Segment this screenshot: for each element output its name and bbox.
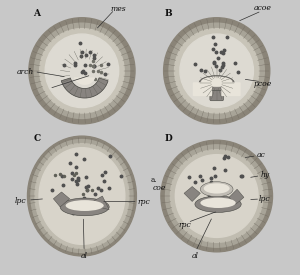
- Ellipse shape: [195, 196, 241, 212]
- Polygon shape: [229, 189, 244, 204]
- Ellipse shape: [60, 198, 109, 216]
- Polygon shape: [74, 78, 95, 85]
- Text: rpc: rpc: [138, 198, 150, 206]
- Circle shape: [161, 140, 272, 252]
- Ellipse shape: [28, 136, 136, 256]
- Ellipse shape: [199, 76, 234, 90]
- Text: C: C: [34, 134, 40, 143]
- Text: al: al: [81, 252, 88, 260]
- Circle shape: [34, 23, 130, 119]
- Text: A: A: [34, 9, 40, 18]
- Text: B: B: [165, 9, 172, 18]
- Text: acoe: acoe: [254, 4, 272, 12]
- Circle shape: [170, 150, 263, 242]
- FancyBboxPatch shape: [221, 82, 241, 96]
- Ellipse shape: [200, 182, 233, 197]
- Ellipse shape: [31, 139, 133, 252]
- Text: D: D: [165, 134, 172, 143]
- Polygon shape: [184, 186, 200, 202]
- Circle shape: [180, 34, 254, 108]
- Polygon shape: [53, 192, 70, 207]
- Text: rpc: rpc: [178, 221, 191, 229]
- Ellipse shape: [66, 200, 104, 211]
- Ellipse shape: [200, 198, 236, 208]
- Circle shape: [175, 29, 259, 113]
- Text: lpc: lpc: [15, 197, 26, 205]
- Text: mes: mes: [111, 5, 127, 13]
- FancyBboxPatch shape: [210, 82, 224, 101]
- Text: lpc: lpc: [259, 195, 270, 203]
- Circle shape: [164, 18, 270, 124]
- Circle shape: [166, 145, 268, 247]
- Polygon shape: [61, 78, 108, 98]
- Ellipse shape: [35, 144, 129, 248]
- Text: al: al: [192, 252, 199, 260]
- Circle shape: [175, 155, 258, 237]
- Circle shape: [45, 34, 119, 108]
- Circle shape: [40, 29, 124, 113]
- Ellipse shape: [39, 148, 125, 244]
- Text: pcoe: pcoe: [254, 79, 272, 88]
- Text: a.: a.: [151, 176, 157, 184]
- Ellipse shape: [204, 183, 230, 194]
- Circle shape: [29, 18, 135, 124]
- Text: coe: coe: [153, 184, 166, 192]
- Text: arch: arch: [17, 68, 34, 76]
- Ellipse shape: [201, 76, 232, 87]
- Text: ac: ac: [257, 151, 266, 159]
- Polygon shape: [93, 196, 109, 210]
- Circle shape: [169, 23, 264, 119]
- FancyBboxPatch shape: [193, 82, 212, 96]
- Text: hy: hy: [260, 171, 269, 179]
